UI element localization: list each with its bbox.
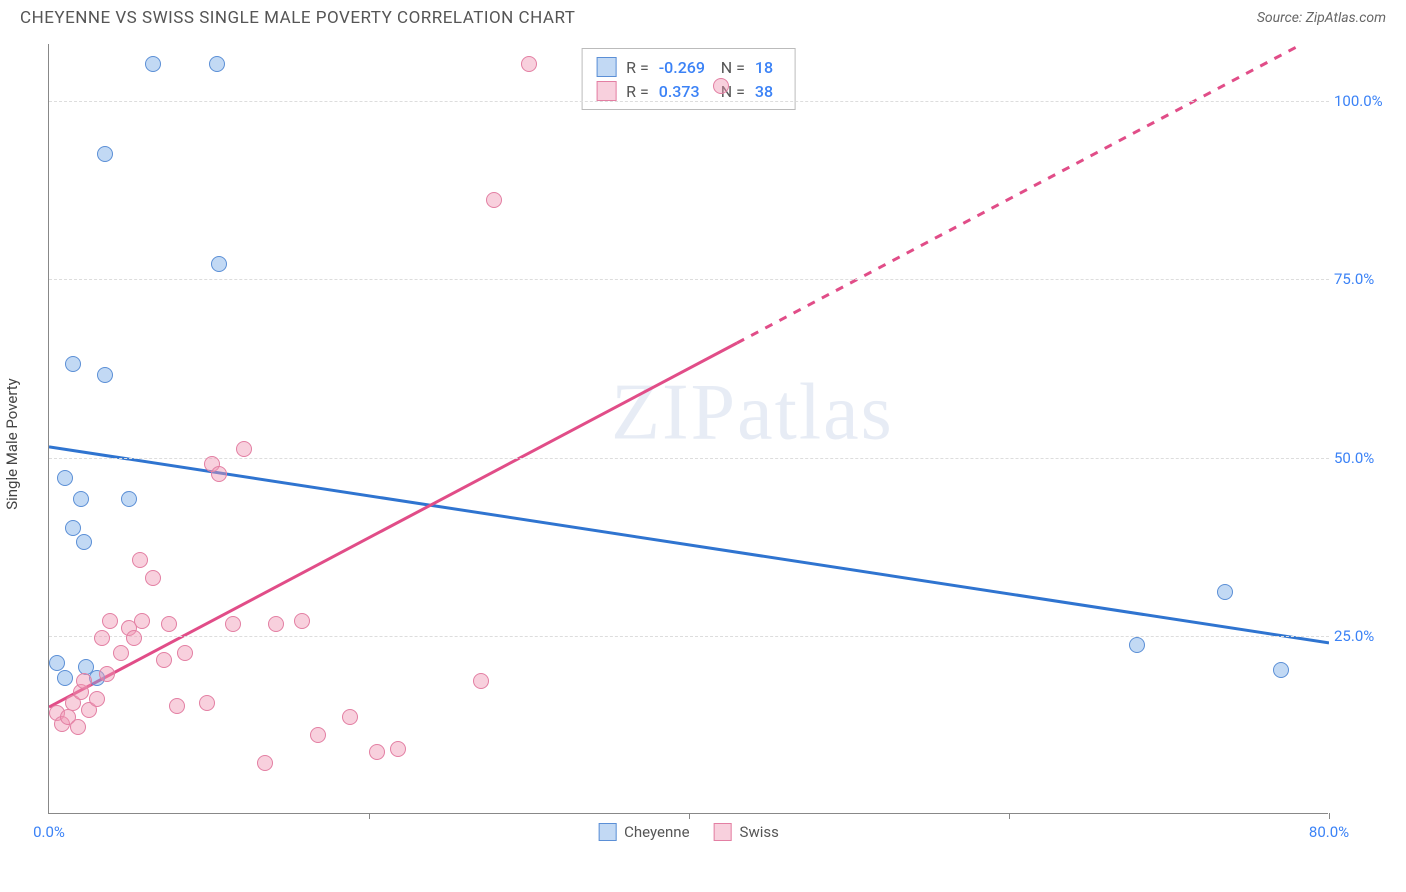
data-point <box>132 552 148 568</box>
legend-swatch <box>596 57 616 77</box>
data-point <box>257 755 273 771</box>
data-point <box>76 673 92 689</box>
y-tick-label: 100.0% <box>1334 92 1394 110</box>
legend-label: Swiss <box>740 823 779 841</box>
data-point <box>97 367 113 383</box>
data-point <box>342 709 358 725</box>
data-point <box>199 695 215 711</box>
x-tick <box>1329 813 1330 819</box>
data-point <box>390 741 406 757</box>
y-tick-label: 75.0% <box>1334 270 1394 288</box>
data-point <box>89 691 105 707</box>
data-point <box>713 78 729 94</box>
data-point <box>310 727 326 743</box>
data-point <box>134 613 150 629</box>
legend-swatch <box>598 823 616 841</box>
watermark: ZIPatlas <box>611 368 894 459</box>
grid-line <box>49 101 1329 102</box>
legend-item: Swiss <box>714 823 779 841</box>
data-point <box>211 466 227 482</box>
trend-line <box>49 343 737 707</box>
legend-label: Cheyenne <box>624 823 689 841</box>
y-tick-label: 50.0% <box>1334 449 1394 467</box>
data-point <box>76 534 92 550</box>
data-point <box>113 645 129 661</box>
data-point <box>57 670 73 686</box>
legend-item: Cheyenne <box>598 823 689 841</box>
data-point <box>294 613 310 629</box>
data-point <box>521 56 537 72</box>
grid-line <box>49 279 1329 280</box>
watermark-text-b: atlas <box>737 369 894 457</box>
grid-line <box>49 458 1329 459</box>
chart-source: Source: ZipAtlas.com <box>1257 10 1386 26</box>
data-point <box>65 520 81 536</box>
x-tick-label: 80.0% <box>1309 823 1349 841</box>
watermark-text-a: ZIP <box>611 369 737 457</box>
y-axis-title: Single Male Poverty <box>3 378 21 510</box>
data-point <box>1129 637 1145 653</box>
y-tick-label: 25.0% <box>1334 627 1394 645</box>
data-point <box>145 570 161 586</box>
data-point <box>70 719 86 735</box>
data-point <box>145 56 161 72</box>
data-point <box>102 613 118 629</box>
legend-n-value: 18 <box>755 58 781 77</box>
legend-r-value: 0.373 <box>659 82 711 101</box>
legend-r-label: R = <box>626 82 649 101</box>
data-point <box>169 698 185 714</box>
legend-row: R = -0.269 N = 18 <box>596 55 781 79</box>
data-point <box>156 652 172 668</box>
data-point <box>369 744 385 760</box>
data-point <box>473 673 489 689</box>
data-point <box>57 470 73 486</box>
data-point <box>126 630 142 646</box>
chart-container: Single Male Poverty ZIPatlas R =-0.269N … <box>48 44 1388 844</box>
data-point <box>225 616 241 632</box>
legend-swatch <box>596 81 616 101</box>
data-point <box>177 645 193 661</box>
data-point <box>236 441 252 457</box>
legend-r-label: R = <box>626 58 649 77</box>
data-point <box>73 491 89 507</box>
legend-series: Cheyenne Swiss <box>598 823 779 841</box>
x-tick <box>1009 813 1010 819</box>
data-point <box>268 616 284 632</box>
legend-row: R =0.373N =38 <box>596 79 781 103</box>
trend-line <box>49 447 1329 643</box>
trend-lines <box>49 44 1329 814</box>
data-point <box>97 146 113 162</box>
data-point <box>94 630 110 646</box>
data-point <box>99 666 115 682</box>
data-point <box>65 356 81 372</box>
data-point <box>486 192 502 208</box>
data-point <box>1217 584 1233 600</box>
data-point <box>211 256 227 272</box>
plot-area: ZIPatlas R =-0.269N =18R =0.373N =38 Che… <box>48 44 1328 814</box>
legend-r-value: -0.269 <box>659 58 711 77</box>
data-point <box>121 491 137 507</box>
legend-n-value: 38 <box>755 82 781 101</box>
legend-swatch <box>714 823 732 841</box>
x-tick-label: 0.0% <box>33 823 65 841</box>
x-tick <box>369 813 370 819</box>
data-point <box>161 616 177 632</box>
trend-line <box>737 44 1302 343</box>
data-point <box>209 56 225 72</box>
data-point <box>1273 662 1289 678</box>
x-tick <box>689 813 690 819</box>
chart-title: CHEYENNE VS SWISS SINGLE MALE POVERTY CO… <box>20 8 575 28</box>
legend-n-label: N = <box>721 58 745 77</box>
